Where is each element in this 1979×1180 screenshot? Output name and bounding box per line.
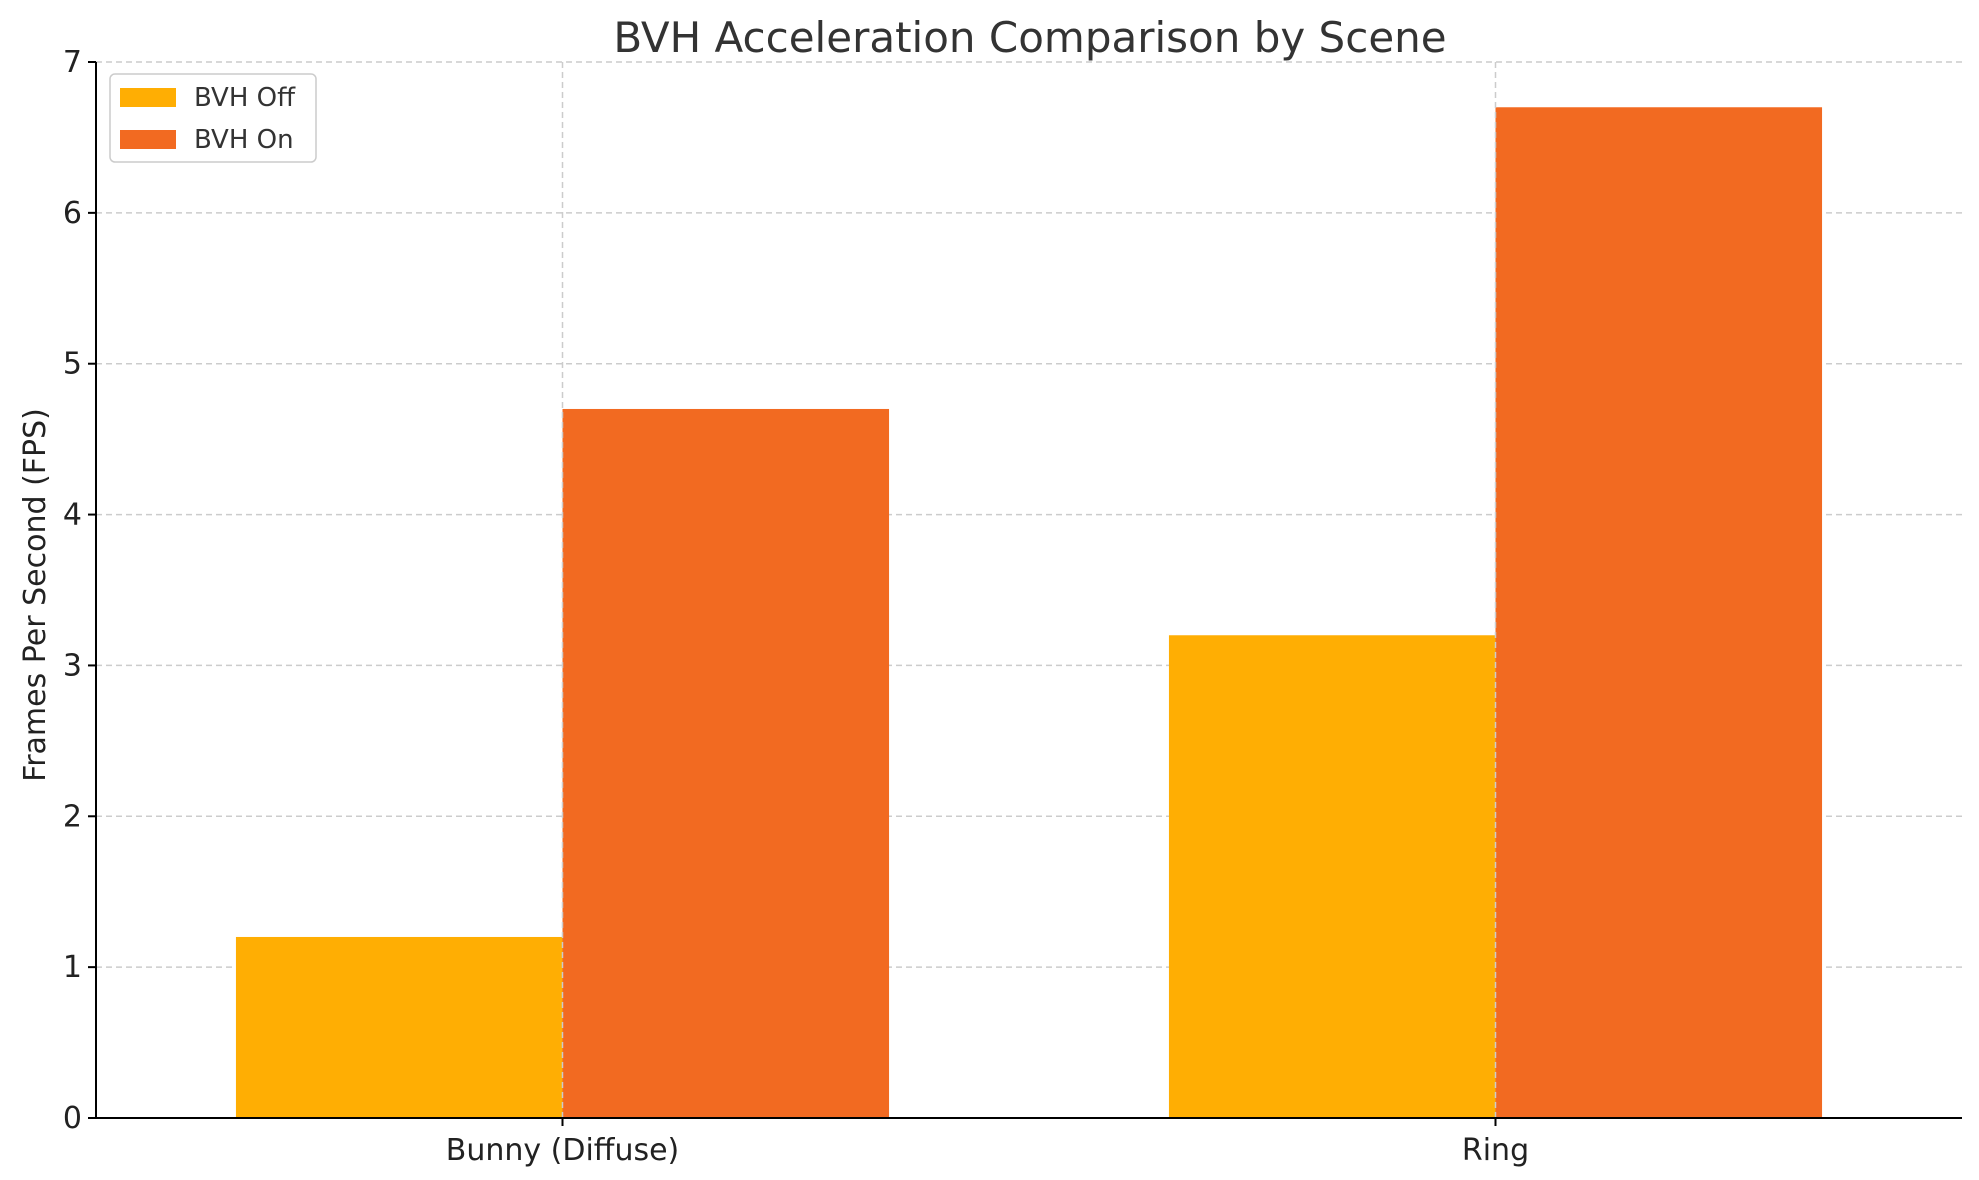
bar-bvh-off bbox=[1168, 635, 1496, 1118]
bar-bvh-on bbox=[562, 408, 890, 1118]
ticks-layer: 0 1 2 3 4 5 6 7 Bunny (Diffuse) Ring bbox=[63, 45, 1529, 1168]
y-tick-label: 7 bbox=[63, 45, 82, 80]
chart-title: BVH Acceleration Comparison by Scene bbox=[613, 13, 1446, 62]
legend: BVH Off BVH On bbox=[109, 73, 317, 163]
x-tick-label: Bunny (Diffuse) bbox=[446, 1133, 680, 1168]
y-tick-label: 5 bbox=[63, 347, 82, 382]
y-axis-label: Frames Per Second (FPS) bbox=[18, 408, 53, 782]
legend-swatch bbox=[120, 88, 176, 107]
y-tick-label: 0 bbox=[63, 1101, 82, 1136]
legend-swatch bbox=[120, 130, 176, 149]
y-tick-label: 2 bbox=[63, 799, 82, 834]
y-tick-label: 3 bbox=[63, 648, 82, 683]
bar-bvh-off bbox=[235, 936, 563, 1118]
y-tick-label: 1 bbox=[63, 950, 82, 985]
grid-layer bbox=[96, 61, 1962, 968]
bar-bvh-on bbox=[1495, 107, 1823, 1118]
bars-layer bbox=[235, 107, 1823, 1118]
y-tick-label: 4 bbox=[63, 498, 82, 533]
y-tick-label: 6 bbox=[63, 196, 82, 231]
legend-label: BVH Off bbox=[194, 83, 296, 113]
axes-layer bbox=[95, 62, 1962, 1119]
legend-label: BVH On bbox=[194, 125, 294, 155]
x-tick-label: Ring bbox=[1462, 1133, 1529, 1168]
